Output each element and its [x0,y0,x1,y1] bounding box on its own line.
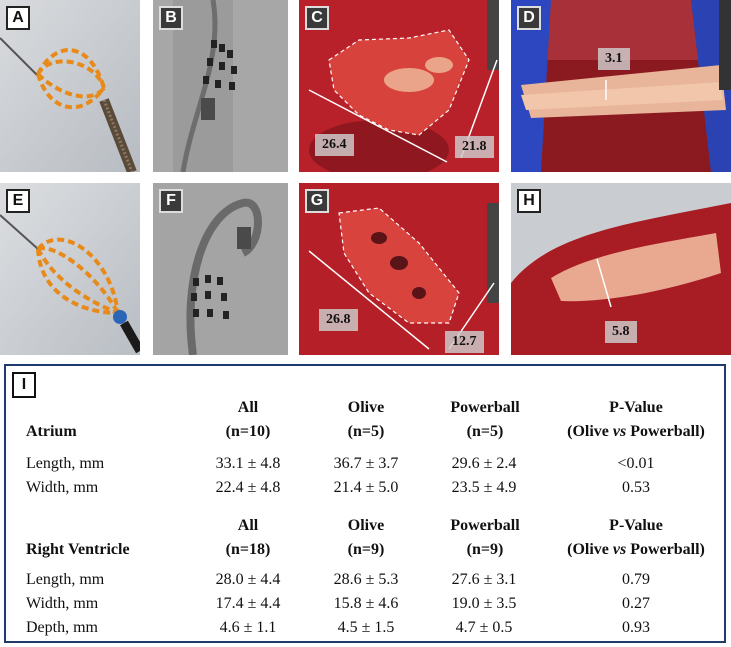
header-all: All [237,399,259,416]
depth-measurement: 3.1 [598,48,630,70]
header-all-n: (n=18) [225,541,271,558]
cell-powerball: 19.0 ± 3.5 [451,595,517,612]
row-label: Width, mm [26,479,99,496]
panel-label: G [305,189,329,213]
cell-olive: 15.8 ± 4.6 [333,595,399,612]
cell-olive: 28.6 ± 5.3 [333,571,399,588]
header-powerball-n: (n=5) [466,423,504,440]
panel-c-atrium-lesion-photo: C 26.4 21.8 [299,0,499,172]
row-label: Length, mm [26,571,105,588]
panel-a-olive-catheter-photo: A [0,0,140,172]
row-label: Width, mm [26,595,99,612]
cell-all: 28.0 ± 4.4 [215,571,281,588]
cell-olive: 36.7 ± 3.7 [333,455,399,472]
panel-h-ventricle-depth-photo: H 5.8 [511,183,731,355]
cell-p-value: 0.27 [622,595,650,612]
cell-p-value: 0.93 [622,619,650,636]
panel-b-fluoroscopy: B [153,0,288,172]
lesion-width-measurement: 21.8 [455,136,494,158]
header-p-value: P-Value [609,399,663,416]
ventricle-depth-photo [511,183,731,355]
panel-d-atrium-depth-photo: D 3.1 [511,0,731,172]
cell-powerball: 27.6 ± 3.1 [451,571,517,588]
header-olive-n: (n=9) [347,541,385,558]
panel-label: I [12,372,36,398]
header-powerball: Powerball [450,517,520,534]
cell-all: 17.4 ± 4.4 [215,595,281,612]
cell-powerball: 4.7 ± 0.5 [455,619,513,636]
lesion-length-measurement: 26.4 [315,134,354,156]
panel-g-ventricle-lesion-photo: G 26.8 12.7 [299,183,499,355]
header-olive: Olive [347,517,385,534]
atrium-depth-photo [511,0,731,172]
panel-e-powerball-catheter-photo: E [0,183,140,355]
cell-all: 4.6 ± 1.1 [219,619,277,636]
panel-label: D [517,6,541,30]
panel-label: F [159,189,183,213]
depth-measurement: 5.8 [605,321,637,343]
row-label: Length, mm [26,455,105,472]
cell-olive: 21.4 ± 5.0 [333,479,399,496]
header-olive-n: (n=5) [347,423,385,440]
panel-label: C [305,6,329,30]
cell-powerball: 29.6 ± 2.4 [451,455,517,472]
header-p-value-comparison: (Olive vs Powerball) [567,541,705,558]
panel-f-fluoroscopy: F [153,183,288,355]
header-powerball-n: (n=9) [466,541,504,558]
header-p-value-comparison: (Olive vs Powerball) [567,423,705,440]
cell-powerball: 23.5 ± 4.9 [451,479,517,496]
lesion-length-measurement: 26.8 [319,309,358,331]
header-olive: Olive [347,399,385,416]
panel-label: E [6,189,30,213]
cell-olive: 4.5 ± 1.5 [337,619,395,636]
header-all-n: (n=10) [225,423,271,440]
cell-all: 33.1 ± 4.8 [215,455,281,472]
section-atrium: Atrium [26,423,77,440]
header-powerball: Powerball [450,399,520,416]
cell-p-value: <0.01 [617,455,655,472]
panel-label: A [6,6,30,30]
lesion-width-measurement: 12.7 [445,331,484,353]
cell-p-value: 0.53 [622,479,650,496]
row-label: Depth, mm [26,619,98,636]
panel-i-results-table: I All (n=10) Olive (n=5) Powerball (n=5)… [4,364,726,643]
panel-label: H [517,189,541,213]
panel-label: B [159,6,183,30]
cell-p-value: 0.79 [622,571,650,588]
header-p-value: P-Value [609,517,663,534]
section-right-ventricle: Right Ventricle [26,541,130,558]
cell-all: 22.4 ± 4.8 [215,479,281,496]
header-all: All [237,517,259,534]
